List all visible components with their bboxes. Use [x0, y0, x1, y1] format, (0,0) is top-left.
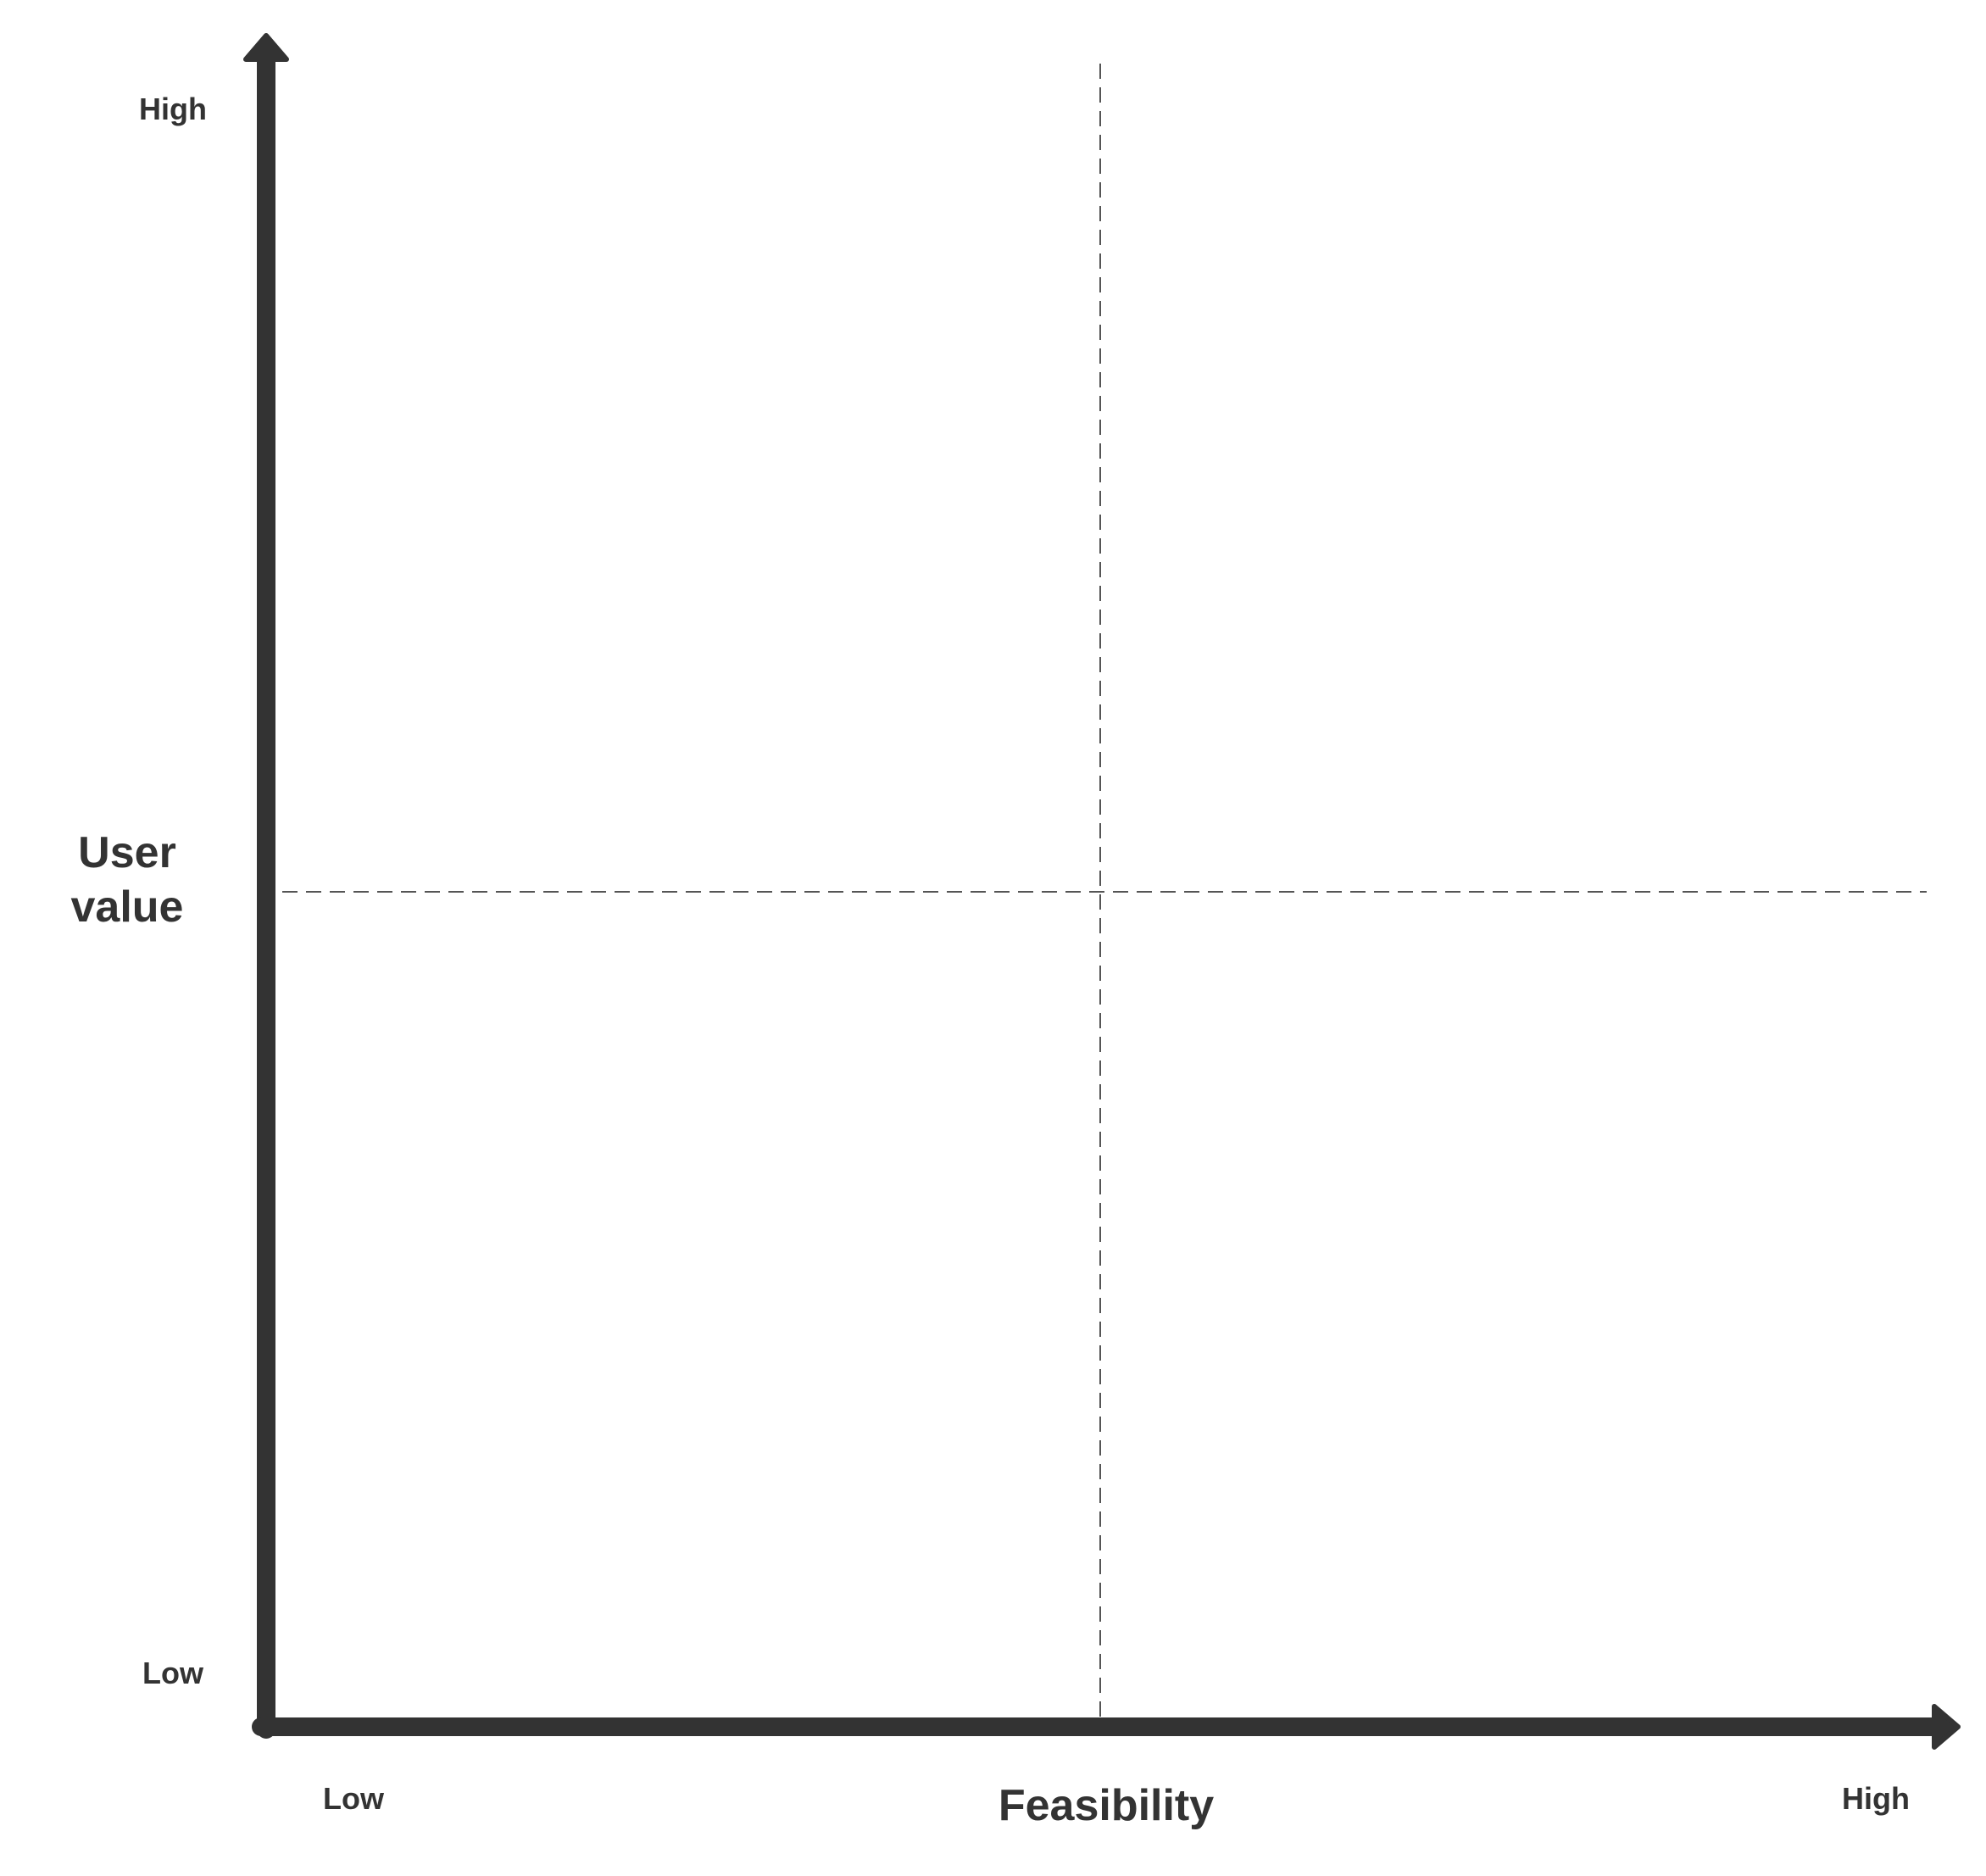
y-axis-arrow [243, 33, 289, 62]
x-low-label: Low [323, 1781, 384, 1816]
y-axis-title: User value [70, 828, 184, 932]
x-axis-arrow [1932, 1704, 1961, 1750]
y-high-label: High [139, 92, 207, 126]
x-axis-title: Feasibility [998, 1781, 1215, 1830]
x-high-label: High [1842, 1781, 1910, 1816]
y-low-label: Low [142, 1656, 203, 1690]
